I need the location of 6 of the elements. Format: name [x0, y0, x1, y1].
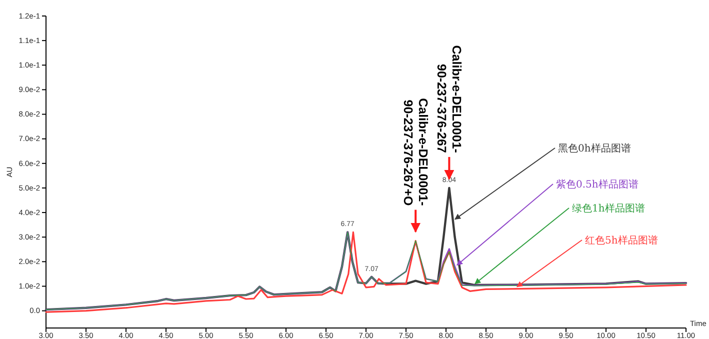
text: 黑色0h样品图谱	[558, 142, 631, 154]
annotation: Calibr-e-DEL0001- 90-237-376-267+O	[401, 98, 430, 206]
annotation: Calibr-e-DEL0001- 90-237-376-267	[434, 45, 464, 154]
text: 红色5h样品图谱	[585, 234, 658, 246]
text: 紫色0.5h样品图谱	[556, 178, 638, 190]
text: 绿色1h样品图谱	[572, 202, 645, 214]
